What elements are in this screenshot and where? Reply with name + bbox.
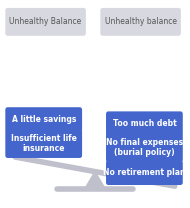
Text: Insufficient life
insurance: Insufficient life insurance xyxy=(11,134,77,153)
Text: Too much debt: Too much debt xyxy=(112,119,176,128)
FancyBboxPatch shape xyxy=(106,111,183,136)
FancyBboxPatch shape xyxy=(5,129,82,158)
FancyBboxPatch shape xyxy=(100,8,181,36)
FancyBboxPatch shape xyxy=(5,8,86,36)
Text: Unhealthy balance: Unhealthy balance xyxy=(105,17,177,26)
Text: No retirement plan: No retirement plan xyxy=(103,168,186,177)
FancyBboxPatch shape xyxy=(106,160,183,185)
Text: No final expenses
(burial policy): No final expenses (burial policy) xyxy=(106,138,183,157)
Polygon shape xyxy=(85,172,105,189)
FancyBboxPatch shape xyxy=(106,133,183,162)
FancyBboxPatch shape xyxy=(5,107,82,132)
Text: A little savings: A little savings xyxy=(12,115,76,124)
Text: Unhealthy Balance: Unhealthy Balance xyxy=(10,17,82,26)
